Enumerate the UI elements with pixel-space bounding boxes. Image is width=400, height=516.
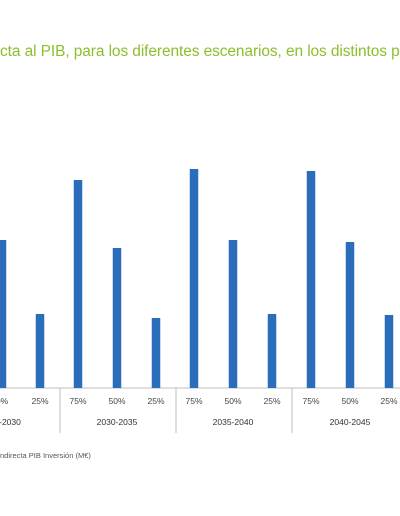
bar-2030-2035-50% (112, 248, 122, 388)
group-label-2030-2035: 2030-2035 (97, 417, 138, 427)
group-label--2030: -2030 (0, 417, 21, 427)
tick-label: 25% (380, 396, 397, 406)
bar-2035-2040-25% (267, 314, 277, 388)
bar-2040-2045-75% (306, 171, 316, 388)
bar-2040-2045-50% (345, 242, 355, 388)
tick-label: 50% (341, 396, 358, 406)
tick-label: 25% (31, 396, 48, 406)
tick-label: 75% (185, 396, 202, 406)
chart-title: cta al PIB, para los diferentes escenari… (0, 43, 400, 60)
tick-label: 75% (69, 396, 86, 406)
bar-2040-2045-25% (384, 315, 394, 388)
legend-label: ndirecta PIB Inversión (M€) (0, 451, 91, 460)
tick-label: 75% (302, 396, 319, 406)
tick-label: 50% (108, 396, 125, 406)
bar-2030-2035-75% (73, 180, 83, 388)
bar-2035-2040-50% (228, 240, 238, 388)
group-label-2035-2040: 2035-2040 (213, 417, 254, 427)
bar--2030-25% (35, 314, 45, 388)
bar-2030-2035-25% (151, 318, 161, 388)
tick-label: 25% (263, 396, 280, 406)
bar-2035-2040-75% (189, 169, 199, 388)
bar--2030-0% (0, 240, 7, 388)
group-label-2040-2045: 2040-2045 (330, 417, 371, 427)
tick-label: 50% (224, 396, 241, 406)
tick-label: 0% (0, 396, 9, 406)
tick-label: 25% (147, 396, 164, 406)
